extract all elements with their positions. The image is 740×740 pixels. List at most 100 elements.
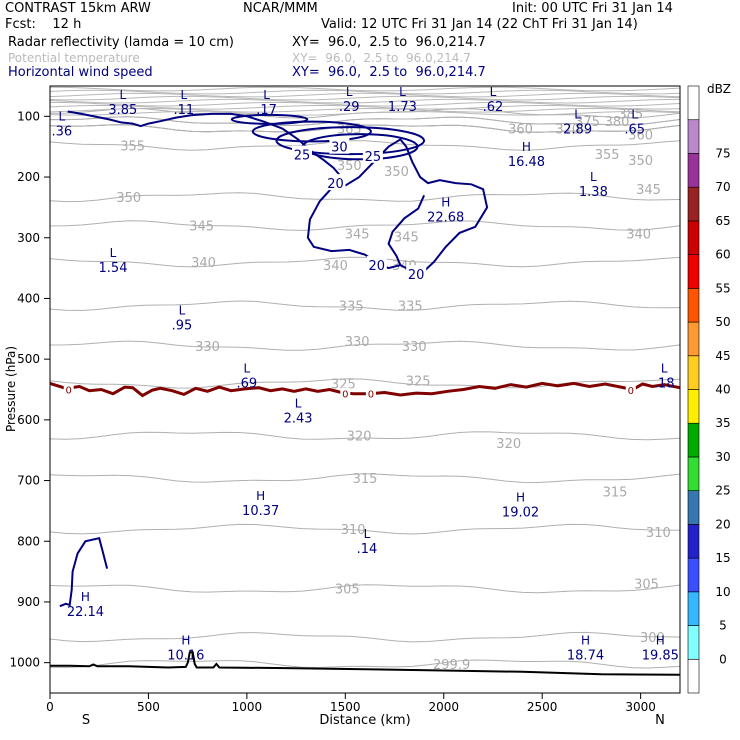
low-marker: L.65 <box>624 108 645 138</box>
theta-contour-lines <box>49 86 681 669</box>
zero-dbz-label-backdrop <box>365 387 376 399</box>
extremum-type-label: H <box>581 633 590 647</box>
colorbar-swatch <box>687 254 700 289</box>
low-marker: L2.43 <box>284 397 313 427</box>
colorbar-level-label: 5 <box>719 619 727 633</box>
extremum-type-label: H <box>516 491 525 505</box>
high-marker: H16.48 <box>508 140 545 170</box>
extremum-value-label: .14 <box>357 542 378 557</box>
low-marker: L1.73 <box>388 85 417 115</box>
y-tick-label: 1000 <box>9 656 40 670</box>
theta-label: 380 <box>605 115 630 130</box>
y-tick-label: 800 <box>17 534 40 548</box>
extremum-value-label: .18 <box>654 376 675 391</box>
theta-contour-line <box>49 95 681 101</box>
extremum-value-label: .95 <box>172 319 193 334</box>
field-reflectivity-xy: XY= 96.0, 2.5 to 96.0,214.7 <box>292 35 486 50</box>
low-marker: L.14 <box>357 527 378 557</box>
theta-label: 350 <box>337 159 362 174</box>
extremum-value-label: 1.38 <box>579 185 608 200</box>
y-axis-label: Pressure (hPa) <box>4 346 18 432</box>
colorbar-swatch <box>687 389 700 424</box>
colorbar-level-label: 75 <box>715 146 730 160</box>
x-tick-label: 1500 <box>330 700 361 714</box>
x-axis-label: Distance (km) <box>319 713 410 728</box>
extremum-value-label: 2.89 <box>563 123 592 138</box>
extremum-type-label: H <box>656 633 665 647</box>
theta-label: 345 <box>394 231 419 246</box>
theta-contour-line <box>49 92 681 98</box>
south-endpoint-label: S <box>82 713 90 728</box>
extremum-type-label: L <box>295 397 302 411</box>
theta-label: 299.9 <box>433 658 470 673</box>
extremum-type-label: L <box>181 88 188 102</box>
dbz-colorbar: 0 5 10 15 20 25 30 35 40 45 50 55 60 65 70 75 <box>687 85 731 694</box>
extremum-value-label: 19.02 <box>502 506 539 521</box>
organization-label: NCAR/MMM <box>243 1 318 16</box>
low-marker: L.29 <box>339 85 360 115</box>
zero-dbz-label-backdrop <box>340 387 351 399</box>
zero-dbz-label: 0 <box>628 386 634 397</box>
extremum-value-label: 2.43 <box>284 412 313 427</box>
theta-contour-line <box>49 431 681 441</box>
theta-contour-line <box>49 98 681 104</box>
low-marker: L.95 <box>172 304 193 334</box>
colorbar-level-label: 60 <box>715 248 730 262</box>
wind-contour-line <box>59 537 109 608</box>
extremum-type-label: L <box>574 108 581 122</box>
wind-speed-contours: 25 30 25 20 20 20 <box>59 110 489 608</box>
colorbar-level-label: 20 <box>715 517 730 531</box>
wind-contour-label: 20 <box>408 268 425 283</box>
theta-contour-line <box>49 124 681 133</box>
extremum-value-label: .65 <box>624 123 645 138</box>
theta-contour-line <box>49 523 681 535</box>
extremum-value-label: 22.14 <box>67 605 104 620</box>
field-theta-xy: XY= 96.0, 2.5 to 96.0,214.7 <box>292 51 471 65</box>
low-marker: L.69 <box>237 361 258 391</box>
zero-dbz-label: 0 <box>66 386 72 397</box>
wind-label-backdrop <box>362 146 383 163</box>
y-tick-label: 100 <box>17 109 40 123</box>
colorbar-swatch <box>687 557 700 593</box>
field-theta-name: Potential temperature <box>8 51 140 65</box>
theta-contour-line <box>49 584 681 594</box>
extremum-type-label: L <box>263 88 270 102</box>
colorbar-level-label: 30 <box>715 450 730 464</box>
theta-label: 310 <box>341 523 366 538</box>
high-marker: H18.74 <box>567 633 604 663</box>
extremum-type-label: H <box>522 140 531 154</box>
colorbar-level-label: 40 <box>715 383 730 397</box>
theta-label: 350 <box>384 165 409 180</box>
extremum-value-label: 16.48 <box>508 155 545 170</box>
theta-label: 320 <box>496 437 521 452</box>
x-tick-label: 1000 <box>232 700 263 714</box>
theta-label: 355 <box>595 148 620 163</box>
plot-frame <box>49 85 681 694</box>
extremum-value-label: .69 <box>237 376 258 391</box>
wind-jet-contour <box>275 126 426 156</box>
zero-dbz-label-backdrop <box>63 383 74 395</box>
low-marker: L3.85 <box>108 88 137 118</box>
theta-contour-line <box>49 89 681 95</box>
theta-label: 300 <box>640 631 665 646</box>
colorbar-level-label: 65 <box>715 214 730 228</box>
high-marker: H19.02 <box>502 491 539 521</box>
theta-contour-line <box>49 104 681 110</box>
zero-dbz-label: 0 <box>368 390 374 401</box>
field-wind-name: Horizontal wind speed <box>8 65 153 80</box>
colorbar-swatch <box>687 422 700 458</box>
extremum-type-label: L <box>631 108 638 122</box>
extremum-value-label: .11 <box>174 103 195 118</box>
theta-label: 375 <box>575 115 600 130</box>
theta-contour-line <box>49 300 681 312</box>
colorbar-swatch <box>687 490 700 525</box>
wind-contour-label: 30 <box>331 141 348 156</box>
wind-label-backdrop <box>325 174 346 191</box>
wind-label-backdrop <box>292 145 312 162</box>
theta-label: 330 <box>195 340 220 355</box>
theta-contour-line <box>49 220 681 231</box>
wind-jet-contour <box>251 120 372 143</box>
colorbar-level-label: 15 <box>715 551 730 565</box>
